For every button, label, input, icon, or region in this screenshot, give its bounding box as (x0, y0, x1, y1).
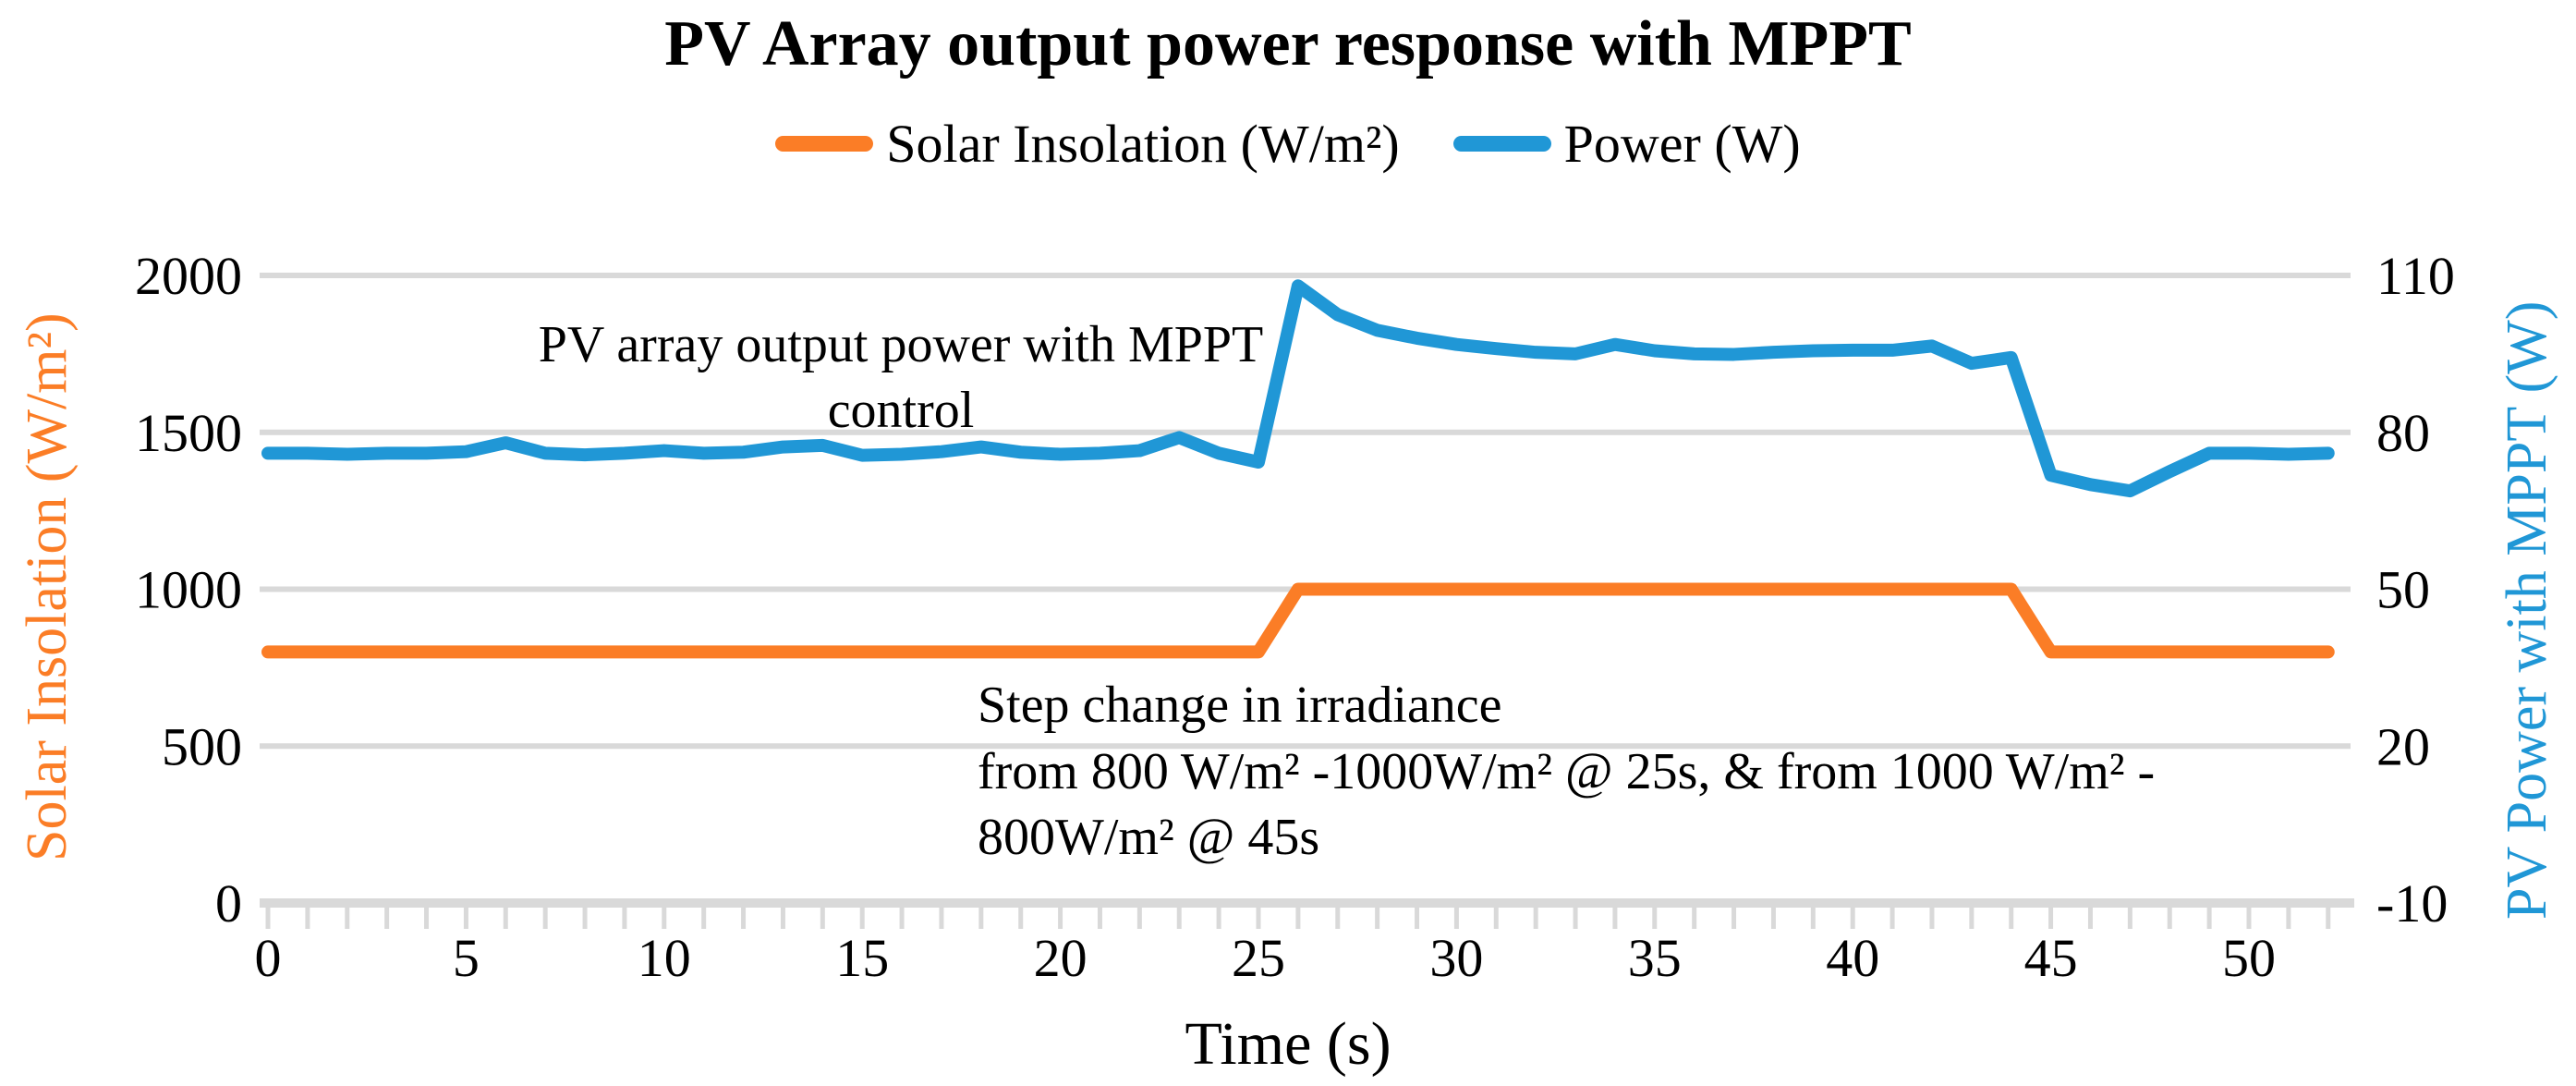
chart-title: PV Array output power response with MPPT (664, 8, 1912, 79)
annotation-power: PV array output power with MPPT control (538, 316, 1264, 439)
legend-swatch-insolation-icon (775, 136, 874, 152)
legend-label-insolation: Solar Insolation (W/m²) (886, 114, 1400, 174)
y-right-tick-label: 20 (2376, 716, 2430, 776)
y-left-tick-label: 0 (215, 873, 242, 933)
legend-label-power: Power (W) (1563, 114, 1801, 174)
series-power-line (261, 279, 2335, 498)
x-tick-label: 5 (453, 928, 480, 988)
x-tick-label: 30 (1429, 928, 1483, 988)
y-right-axis-title: PV Power with MPPT (W) (2496, 300, 2558, 920)
y-right-tick-label: -10 (2376, 873, 2448, 933)
y-left-tick-label: 1000 (135, 560, 242, 620)
annotation-step: Step change in irradiance from 800 W/m² … (978, 677, 2156, 867)
x-tick-label: 35 (1628, 928, 1682, 988)
x-axis-title: Time (s) (1185, 1010, 1391, 1078)
legend-item-power: Power (W) (1452, 113, 1801, 175)
x-tick-label: 50 (2222, 928, 2276, 988)
y-left-tick-label: 500 (162, 716, 242, 776)
x-tick-label: 10 (638, 928, 691, 988)
x-tick-label: 15 (835, 928, 889, 988)
x-axis-line (260, 898, 2354, 908)
y-right-tick-label: 80 (2376, 403, 2430, 463)
series-insolation-line (261, 582, 2335, 659)
legend-item-insolation: Solar Insolation (W/m²) (775, 113, 1400, 175)
y-left-tick-label: 1500 (135, 403, 242, 463)
legend: Solar Insolation (W/m²) Power (W) (0, 113, 2576, 175)
x-tick-label: 45 (2024, 928, 2078, 988)
x-tick-label: 0 (255, 928, 282, 988)
x-tick-label: 20 (1034, 928, 1088, 988)
y-left-axis-title: Solar Insolation (W/m²) (16, 312, 79, 861)
x-tick-label: 25 (1232, 928, 1285, 988)
y-right-tick-label: 110 (2376, 246, 2455, 306)
x-tick-label: 40 (1826, 928, 1879, 988)
y-right-tick-label: 50 (2376, 560, 2430, 620)
legend-swatch-power-icon (1452, 136, 1551, 152)
y-left-tick-label: 2000 (135, 246, 242, 306)
